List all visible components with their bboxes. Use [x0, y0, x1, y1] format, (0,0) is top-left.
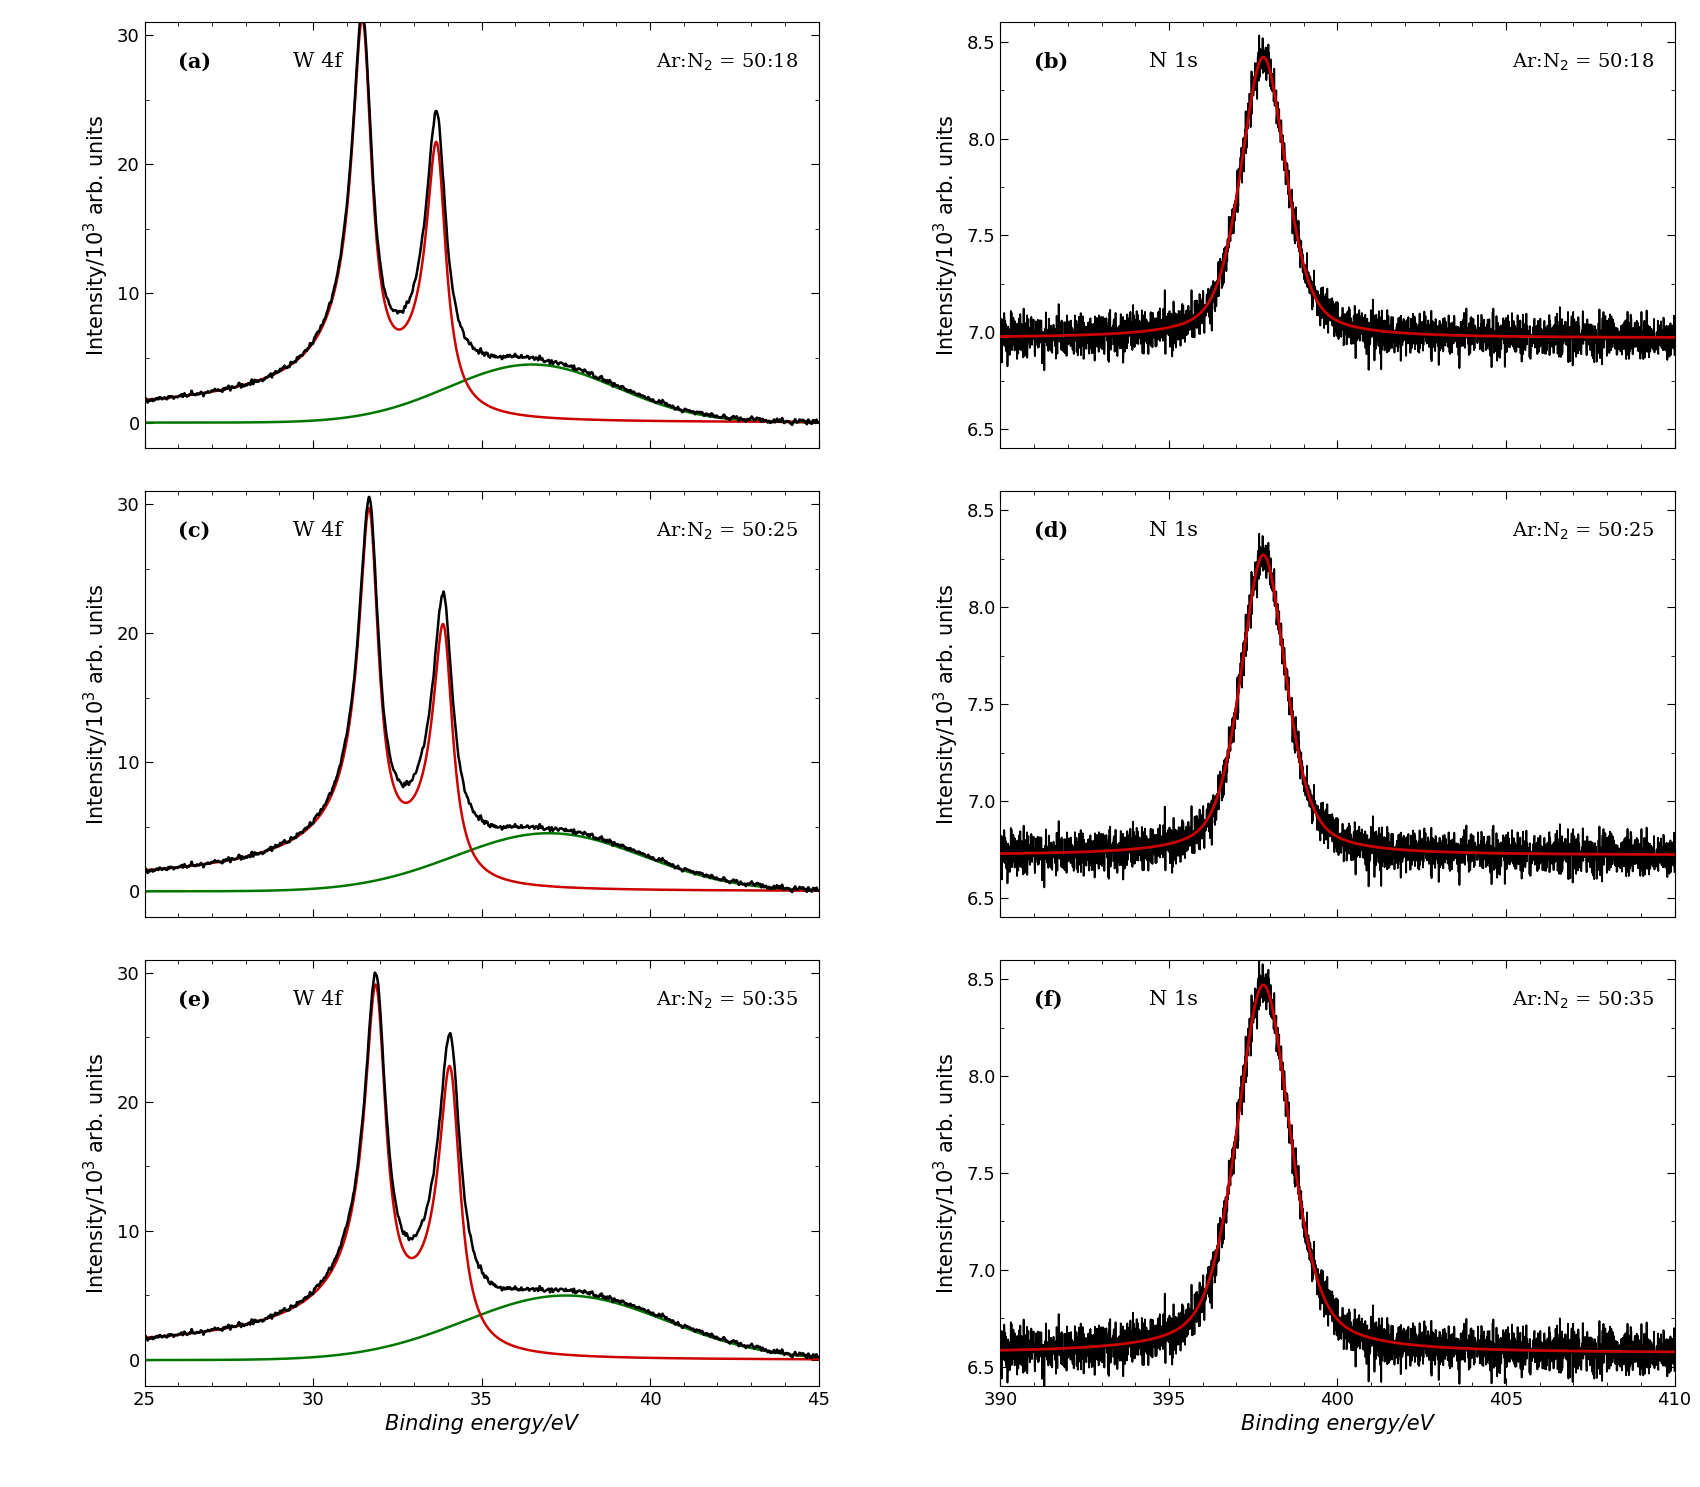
Text: (d): (d) — [1034, 520, 1068, 541]
Text: W 4f: W 4f — [292, 52, 342, 71]
Text: W 4f: W 4f — [292, 989, 342, 1008]
Text: (e): (e) — [178, 989, 211, 1010]
Text: Ar:N$_2$ = 50:35: Ar:N$_2$ = 50:35 — [656, 989, 799, 1011]
Text: (f): (f) — [1034, 989, 1062, 1010]
Text: Ar:N$_2$ = 50:18: Ar:N$_2$ = 50:18 — [656, 52, 799, 73]
X-axis label: Binding energy/eV: Binding energy/eV — [386, 1414, 578, 1435]
Text: (b): (b) — [1034, 52, 1068, 73]
Y-axis label: Intensity/10$^3$ arb. units: Intensity/10$^3$ arb. units — [82, 583, 111, 825]
Text: N 1s: N 1s — [1149, 52, 1198, 71]
X-axis label: Binding energy/eV: Binding energy/eV — [1241, 1414, 1433, 1435]
Y-axis label: Intensity/10$^3$ arb. units: Intensity/10$^3$ arb. units — [932, 583, 960, 825]
Text: N 1s: N 1s — [1149, 989, 1198, 1008]
Y-axis label: Intensity/10$^3$ arb. units: Intensity/10$^3$ arb. units — [932, 114, 960, 355]
Y-axis label: Intensity/10$^3$ arb. units: Intensity/10$^3$ arb. units — [932, 1053, 960, 1294]
Text: W 4f: W 4f — [292, 520, 342, 540]
Text: Ar:N$_2$ = 50:25: Ar:N$_2$ = 50:25 — [1513, 520, 1654, 543]
Text: Ar:N$_2$ = 50:18: Ar:N$_2$ = 50:18 — [1511, 52, 1654, 73]
Text: (c): (c) — [178, 520, 211, 541]
Text: Ar:N$_2$ = 50:25: Ar:N$_2$ = 50:25 — [656, 520, 799, 543]
Text: N 1s: N 1s — [1149, 520, 1198, 540]
Y-axis label: Intensity/10$^3$ arb. units: Intensity/10$^3$ arb. units — [82, 1053, 111, 1294]
Text: (a): (a) — [178, 52, 211, 73]
Text: Ar:N$_2$ = 50:35: Ar:N$_2$ = 50:35 — [1513, 989, 1654, 1011]
Y-axis label: Intensity/10$^3$ arb. units: Intensity/10$^3$ arb. units — [82, 114, 111, 355]
